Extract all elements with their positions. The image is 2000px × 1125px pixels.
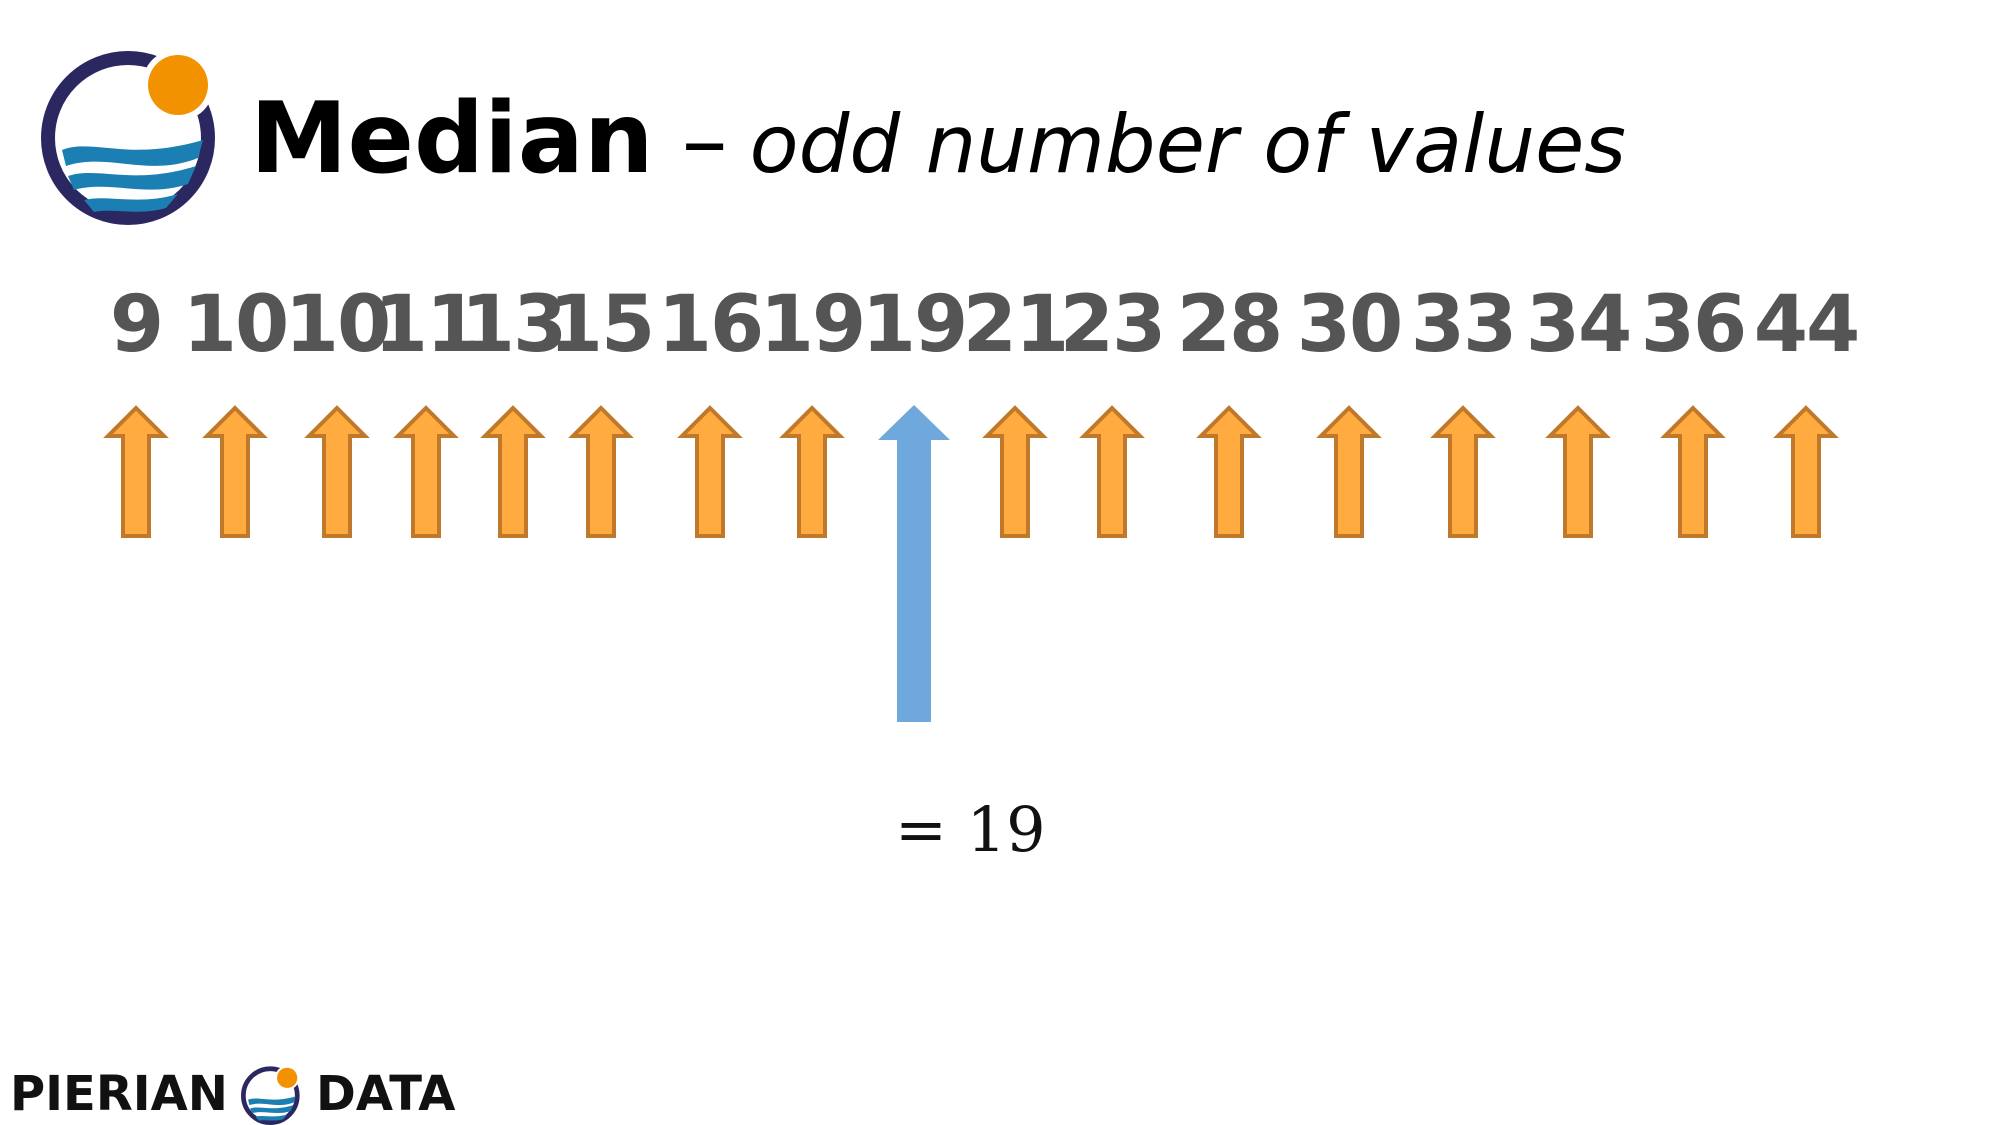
median-arrow-icon <box>878 405 950 722</box>
value-12: 30 <box>1296 280 1404 370</box>
up-arrow-icon-14 <box>1545 405 1611 538</box>
title-main: Median <box>250 82 654 196</box>
value-list: 9 10 10 11 13 15 16 19 19 21 23 28 30 33 34 36 44 <box>0 280 2000 390</box>
up-arrow-icon-12 <box>1316 405 1382 538</box>
footer-brand: PIERIAN DATA <box>10 1062 455 1125</box>
up-arrow-icon-0 <box>103 405 169 538</box>
value-4: 13 <box>460 280 568 370</box>
up-arrow-icon-5 <box>568 405 634 538</box>
value-13: 33 <box>1410 280 1518 370</box>
value-0: 9 <box>109 280 164 370</box>
up-arrow-icon-9 <box>982 405 1048 538</box>
value-2: 10 <box>284 280 392 370</box>
up-arrow-icon-6 <box>677 405 743 538</box>
footer-logo-icon <box>240 1065 300 1125</box>
up-arrow-icon-13 <box>1430 405 1496 538</box>
value-15: 36 <box>1640 280 1748 370</box>
footer-brand-right: DATA <box>315 1066 456 1122</box>
title-dash: – <box>681 87 728 194</box>
up-arrow-icon-4 <box>480 405 546 538</box>
value-10: 23 <box>1059 280 1167 370</box>
title-subtitle: odd number of values <box>749 98 1626 191</box>
up-arrow-icon-2 <box>304 405 370 538</box>
up-arrow-icon-3 <box>393 405 459 538</box>
value-8: 19 <box>861 280 969 370</box>
up-arrow-icon-15 <box>1660 405 1726 538</box>
value-9: 21 <box>962 280 1070 370</box>
value-3: 11 <box>373 280 481 370</box>
median-result: = 19 <box>895 793 1046 866</box>
value-7: 19 <box>759 280 867 370</box>
value-5: 15 <box>548 280 656 370</box>
value-16: 44 <box>1753 280 1861 370</box>
value-6: 16 <box>657 280 765 370</box>
value-14: 34 <box>1525 280 1633 370</box>
up-arrow-icon-1 <box>202 405 268 538</box>
pierian-data-logo <box>41 49 215 225</box>
up-arrow-icon-10 <box>1079 405 1145 538</box>
footer-brand-left: PIERIAN <box>10 1066 228 1122</box>
value-11: 28 <box>1176 280 1284 370</box>
slide-title: Median – odd number of values <box>250 82 1626 196</box>
up-arrow-icon-7 <box>779 405 845 538</box>
up-arrow-icon-16 <box>1773 405 1839 538</box>
value-1: 10 <box>182 280 290 370</box>
up-arrow-icon-11 <box>1196 405 1262 538</box>
